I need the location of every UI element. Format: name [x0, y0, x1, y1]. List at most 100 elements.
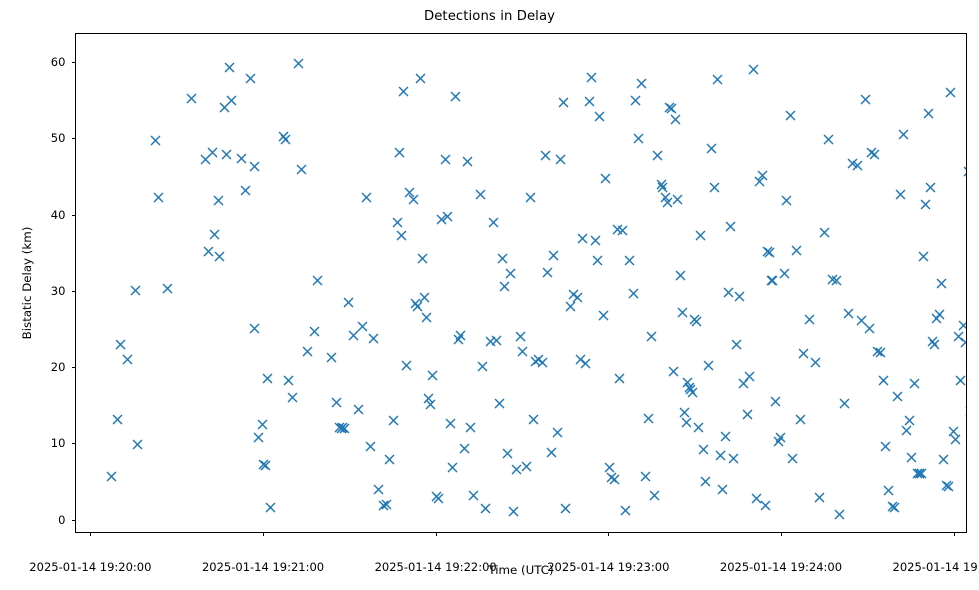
scatter-point [249, 323, 260, 334]
scatter-point [540, 150, 551, 161]
scatter-point [392, 217, 403, 228]
scatter-point [819, 227, 830, 238]
scatter-point [186, 93, 197, 104]
scatter-point [606, 472, 617, 483]
scatter-point [636, 78, 647, 89]
scatter-point [412, 301, 423, 312]
scatter-point [249, 161, 260, 172]
scatter-point [760, 500, 771, 511]
scatter-point [203, 246, 214, 257]
x-tick-label: 2025-01-14 19:20:00 [29, 560, 152, 574]
scatter-point [594, 111, 605, 122]
scatter-point [450, 91, 461, 102]
scatter-point [963, 166, 966, 177]
x-tick-label: 2025-01-14 19:24:00 [719, 560, 843, 574]
scatter-point [278, 131, 289, 142]
scatter-point [153, 192, 164, 203]
y-tick-mark [72, 214, 76, 216]
scatter-point [604, 462, 615, 473]
scatter-point [827, 274, 838, 285]
scatter-point [253, 432, 264, 443]
chart-title: Detections in Delay [423, 9, 556, 24]
scatter-point [691, 316, 702, 327]
scatter-point [687, 387, 698, 398]
y-tick-mark [72, 290, 76, 292]
scatter-point [720, 431, 731, 442]
y-tick-mark [72, 62, 76, 64]
y-tick-label: 40 [50, 207, 66, 222]
x-tick-mark [953, 532, 955, 536]
scatter-point [339, 423, 350, 434]
scatter-point [904, 415, 915, 426]
scatter-point [695, 230, 706, 241]
scatter-point [257, 419, 268, 430]
scatter-point [728, 453, 739, 464]
scatter-point [287, 392, 298, 403]
scatter-point [787, 453, 798, 464]
scatter-point [265, 502, 276, 513]
scatter-point [920, 199, 931, 210]
scatter-point [931, 313, 942, 324]
scatter-point [415, 73, 426, 84]
scatter-point [936, 278, 947, 289]
scatter-point [586, 72, 597, 83]
scatter-point [465, 422, 476, 433]
scatter-point [965, 406, 966, 417]
scatter-point [869, 149, 880, 160]
scatter-point [948, 426, 959, 437]
y-tick-mark [72, 367, 76, 369]
scatter-point [442, 211, 453, 222]
y-tick-label: 30 [50, 283, 66, 298]
scatter-point [770, 396, 781, 407]
x-tick-label: 2025-01-14 19:25:00 [892, 560, 979, 574]
scatter-point [764, 247, 775, 258]
scatter-point [852, 160, 863, 171]
x-tick-label: 2025-01-14 19:21:00 [201, 560, 325, 574]
scatter-point [572, 292, 583, 303]
scatter-point [620, 505, 631, 516]
x-tick-mark [435, 532, 437, 536]
scatter-point [662, 197, 673, 208]
scatter-point [542, 267, 553, 278]
scatter-point [670, 114, 681, 125]
scatter-point [823, 134, 834, 145]
scatter-point [748, 64, 759, 75]
scatter-point [938, 454, 949, 465]
scatter-point [497, 253, 508, 264]
scatter-point [709, 182, 720, 193]
scatter-point [754, 176, 765, 187]
scatter-point [502, 448, 513, 459]
scatter-point [762, 246, 773, 257]
x-tick-label: 2025-01-14 19:22:00 [374, 560, 497, 574]
scatter-point [213, 195, 224, 206]
scatter-point [950, 434, 961, 445]
scatter-point [715, 450, 726, 461]
x-tick-mark [263, 532, 265, 536]
scatter-point [649, 490, 660, 501]
scatter-point [584, 96, 595, 107]
scatter-point [537, 357, 548, 368]
scatter-point [280, 134, 291, 145]
scatter-point [860, 94, 871, 105]
scatter-point [132, 439, 143, 450]
scatter-point [923, 108, 934, 119]
scatter-point [508, 506, 519, 517]
scatter-point [447, 462, 458, 473]
scatter-point [357, 321, 368, 332]
scatter-point [353, 404, 364, 415]
scatter-point [361, 192, 372, 203]
scatter-point [666, 103, 677, 114]
scatter-point [712, 74, 723, 85]
scatter-point [530, 356, 541, 367]
scatter-point [528, 414, 539, 425]
y-tick-label: 50 [50, 131, 66, 146]
scatter-point [617, 225, 628, 236]
scatter-point [889, 502, 900, 513]
scatter-point [236, 153, 247, 164]
scatter-point [209, 229, 220, 240]
scatter-point [945, 87, 956, 98]
scatter-point [723, 287, 734, 298]
scatter-point [878, 375, 889, 386]
scatter-point [640, 471, 651, 482]
scatter-point [580, 358, 591, 369]
